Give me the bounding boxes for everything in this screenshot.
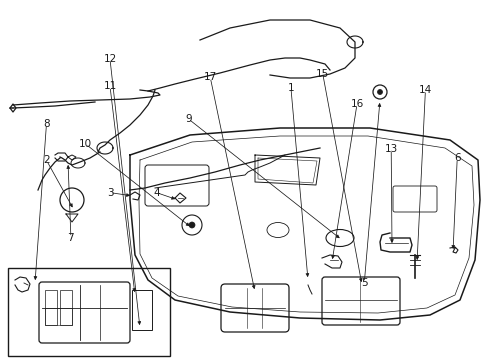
Text: 8: 8 (43, 119, 50, 129)
Text: 10: 10 (79, 139, 92, 149)
Text: 5: 5 (360, 278, 367, 288)
Text: 4: 4 (153, 188, 160, 198)
Text: 12: 12 (103, 54, 117, 64)
Text: 11: 11 (103, 81, 117, 91)
Bar (45, 290, 57, 325)
Bar (45, 308, 72, 325)
Text: 9: 9 (184, 114, 191, 124)
Bar (60, 290, 72, 325)
Text: 7: 7 (67, 233, 74, 243)
Text: 15: 15 (315, 69, 329, 79)
Text: 1: 1 (287, 83, 294, 93)
Text: 2: 2 (43, 155, 50, 165)
Text: 13: 13 (384, 144, 397, 154)
Bar (132, 290, 152, 330)
Text: 14: 14 (418, 85, 431, 95)
Bar (8, 268, 170, 356)
Text: 6: 6 (453, 153, 460, 163)
Circle shape (189, 222, 195, 228)
Circle shape (377, 90, 382, 94)
Text: 3: 3 (106, 188, 113, 198)
Text: 17: 17 (203, 72, 217, 82)
Text: 16: 16 (349, 99, 363, 109)
